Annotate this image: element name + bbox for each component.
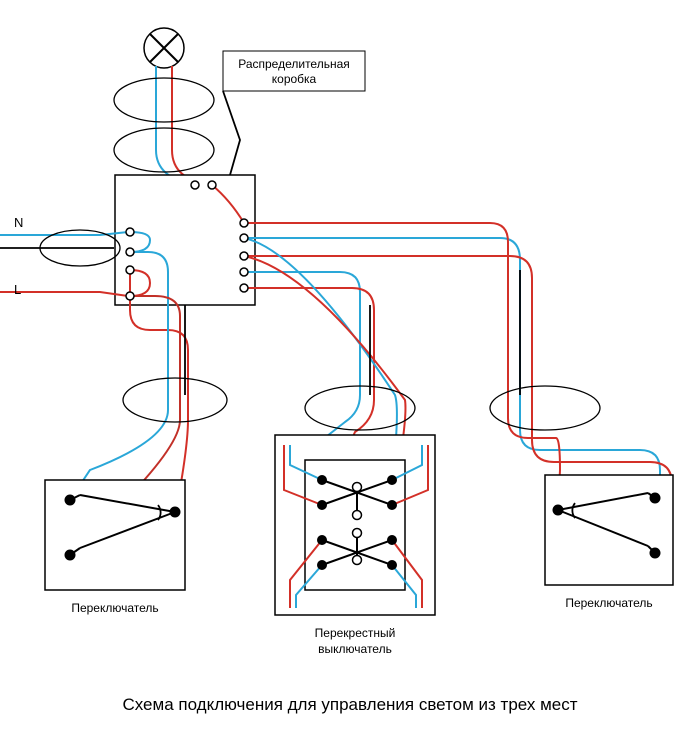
svg-text:Перекрестный: Перекрестный — [315, 626, 396, 640]
svg-text:N: N — [14, 215, 23, 230]
svg-text:Схема подключения для управлен: Схема подключения для управления светом … — [122, 695, 577, 714]
svg-text:выключатель: выключатель — [318, 642, 392, 656]
svg-text:коробка: коробка — [272, 72, 317, 86]
svg-text:Переключатель: Переключатель — [71, 601, 158, 615]
svg-text:Переключатель: Переключатель — [565, 596, 652, 610]
svg-text:L: L — [14, 282, 21, 297]
svg-text:Распределительная: Распределительная — [238, 57, 350, 71]
